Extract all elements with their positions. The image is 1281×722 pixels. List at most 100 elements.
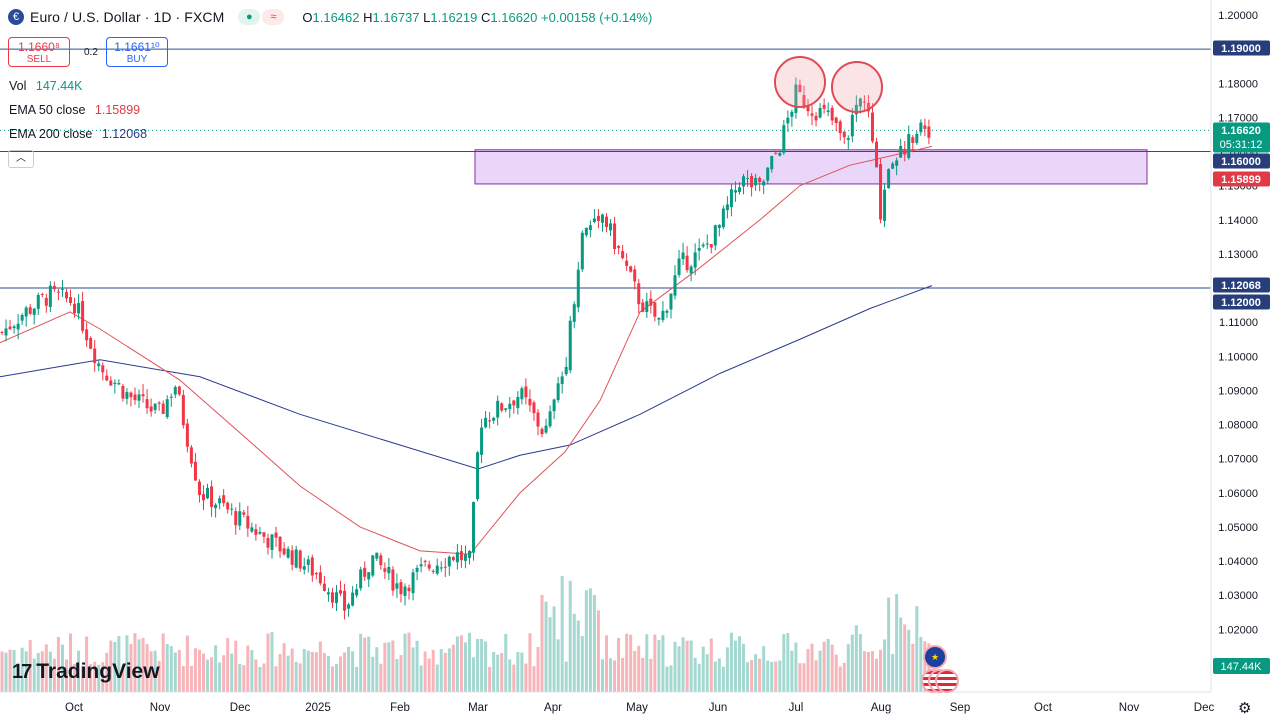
usd-event-icon[interactable] — [935, 669, 959, 693]
candle-body — [576, 269, 580, 308]
candle-body — [524, 386, 528, 398]
ohlc-values: O1.16462 H1.16737 L1.16219 C1.16620 +0.0… — [302, 10, 652, 25]
x-tick-label: May — [626, 702, 648, 714]
gear-icon[interactable]: ⚙ — [1238, 700, 1252, 717]
volume-bar — [524, 663, 528, 692]
candle-body — [302, 566, 306, 570]
indicator-ema200[interactable]: EMA 200 close 1.12068 — [9, 127, 147, 141]
candle-body — [472, 502, 476, 553]
volume-bar — [778, 660, 782, 692]
chevron-up-icon: ︿ — [16, 153, 26, 164]
candle-body — [250, 527, 254, 532]
price-label-bg — [1213, 277, 1270, 293]
volume-bar — [834, 654, 838, 692]
volume-bar — [117, 636, 121, 692]
candle-body — [141, 394, 145, 397]
volume-bar — [552, 606, 556, 692]
collapse-indicators-button[interactable]: ︿ — [8, 150, 34, 168]
candle-body — [36, 295, 40, 309]
market-open-dot-icon[interactable]: ● — [238, 9, 261, 25]
candle-body — [28, 307, 32, 314]
open-value: 1.16462 — [312, 9, 360, 25]
volume-bar — [588, 588, 592, 692]
sell-button[interactable]: 1.1660⁸ SELL — [8, 37, 70, 67]
delayed-wave-icon[interactable]: ≈ — [262, 9, 285, 25]
candle-body — [177, 386, 181, 395]
volume-bar — [36, 652, 40, 692]
buy-button[interactable]: 1.1661¹⁰ BUY — [106, 37, 168, 67]
volume-bar — [266, 633, 270, 692]
candle-body — [770, 155, 774, 170]
volume-bar — [806, 648, 810, 692]
candle-body — [310, 557, 314, 576]
volume-bar — [415, 640, 419, 692]
price-label-text: 1.15899 — [1221, 174, 1261, 186]
volume-bar — [109, 640, 113, 692]
volume-bar — [572, 613, 576, 692]
candle-body — [862, 101, 866, 103]
volume-bar — [451, 644, 455, 692]
volume-bar — [141, 637, 145, 692]
candle-body — [145, 399, 149, 409]
tradingview-logo[interactable]: 17 TradingView — [12, 660, 160, 684]
market-status[interactable]: ● ≈ — [238, 9, 285, 25]
volume-bar — [443, 652, 447, 692]
candle-body — [725, 204, 729, 211]
candle-body — [306, 559, 310, 565]
volume-bar — [113, 641, 117, 692]
candle-body — [480, 427, 484, 455]
candle-body — [504, 408, 508, 410]
volume-bar — [669, 665, 673, 692]
eur-currency-icon[interactable]: ★ — [923, 645, 947, 669]
y-tick-label: 1.09000 — [1218, 385, 1258, 397]
volume-bar — [766, 660, 770, 692]
volume-bar — [830, 644, 834, 692]
annotation-circle — [831, 61, 883, 113]
buy-label: BUY — [126, 54, 148, 65]
close-label: C — [481, 9, 491, 25]
symbol-title[interactable]: Euro / U.S. Dollar · 1D · FXCM — [30, 9, 225, 25]
volume-bar — [742, 643, 746, 692]
ema50-label: EMA 50 close — [9, 103, 86, 117]
volume-bar — [101, 662, 105, 692]
candle-body — [230, 508, 234, 510]
candle-body — [512, 400, 516, 406]
volume-bar — [560, 576, 564, 692]
x-tick-label: Dec — [1194, 702, 1215, 714]
volume-bar — [363, 637, 367, 692]
volume-bar — [93, 661, 97, 692]
candle-body — [500, 403, 504, 411]
candle-body — [733, 190, 737, 193]
volume-bar — [770, 661, 774, 692]
candle-body — [887, 169, 891, 189]
volume-bar — [633, 650, 637, 692]
volume-bar — [895, 593, 899, 692]
candle-body — [673, 275, 677, 296]
volume-bar — [258, 666, 262, 692]
candle-body — [169, 396, 173, 398]
candle-body — [842, 131, 846, 138]
candle-body — [383, 568, 387, 572]
candle-body — [657, 317, 661, 320]
volume-bar — [870, 651, 874, 692]
volume-bar — [641, 657, 645, 692]
volume-bar — [403, 633, 407, 692]
open-label: O — [302, 9, 313, 25]
indicator-ema50[interactable]: EMA 50 close 1.15899 — [9, 103, 140, 117]
ema200-value: 1.12068 — [101, 127, 148, 141]
price-label-bg — [1213, 153, 1270, 169]
candle-body — [69, 297, 73, 303]
volume-bar — [355, 666, 359, 692]
volume-bar — [105, 652, 109, 692]
volume-bar — [733, 640, 737, 692]
candle-body — [8, 326, 12, 330]
volume-bar — [226, 638, 230, 692]
candle-body — [387, 566, 391, 574]
candle-body — [669, 293, 673, 310]
volume-bar — [153, 650, 157, 692]
volume-bar — [133, 633, 137, 692]
volume-bar — [887, 597, 891, 692]
indicator-volume[interactable]: Vol 147.44K — [9, 79, 82, 93]
candle-body — [298, 550, 302, 569]
